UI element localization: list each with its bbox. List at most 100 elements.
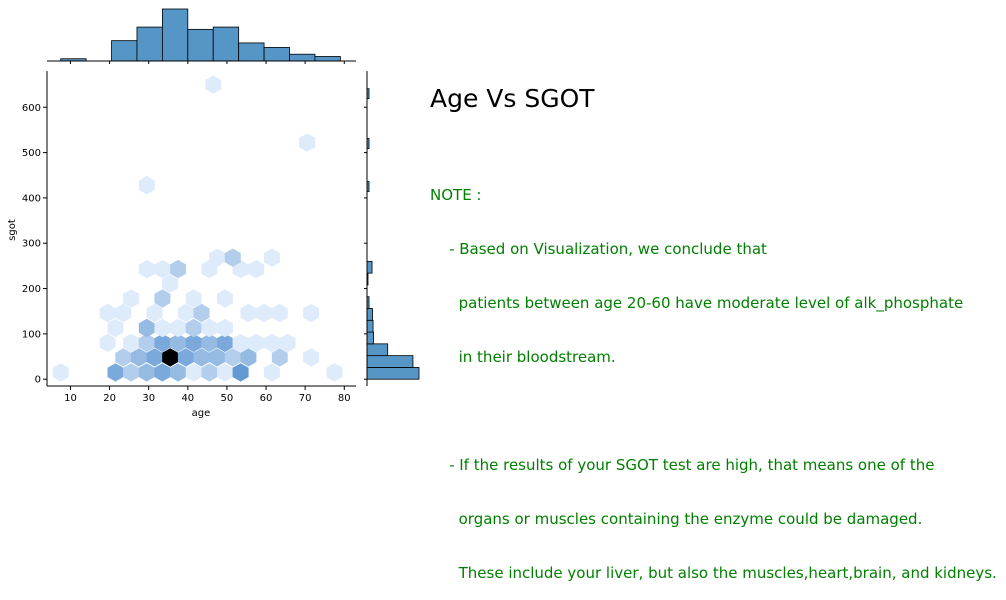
hexbin <box>177 303 194 323</box>
y-tick-label: 300 <box>22 239 41 250</box>
x-tick-label: 80 <box>338 393 351 404</box>
sgot-histogram-bar <box>366 308 373 321</box>
y-axis-label: sgot <box>7 219 18 241</box>
age-histogram-bar <box>161 8 189 62</box>
note-line: organs or muscles containing the enzyme … <box>430 510 923 528</box>
hexbin <box>201 363 218 382</box>
hexbin <box>299 133 316 152</box>
hexbin <box>123 363 140 382</box>
note-block: NOTE : - Based on Visualization, we conc… <box>430 150 997 600</box>
hexbin <box>193 348 210 367</box>
x-tick-label: 60 <box>260 393 273 404</box>
hexbin <box>209 248 226 267</box>
hexbin-layer <box>52 75 343 382</box>
note-heading: NOTE : <box>430 186 482 204</box>
age-histogram-bar <box>212 26 240 62</box>
hexbin <box>185 363 202 382</box>
sgot-histogram-bar <box>366 367 420 380</box>
age-marginal-histogram <box>47 8 356 64</box>
x-tick-label: 40 <box>181 393 194 404</box>
hexbin <box>185 289 202 308</box>
age-histogram-bar <box>263 47 290 62</box>
hexbin <box>146 348 163 367</box>
sgot-histogram-bar <box>366 331 374 345</box>
hexbin <box>263 363 280 382</box>
hexbin <box>162 348 179 367</box>
age-histogram-bar <box>136 26 163 62</box>
hexbin <box>154 363 171 382</box>
hexbin <box>138 333 155 353</box>
hexbin <box>185 318 202 338</box>
sgot-histogram-bar <box>366 319 374 333</box>
hexbin <box>154 259 171 279</box>
hexbin <box>99 303 116 323</box>
sgot-histogram-bar <box>366 355 414 368</box>
hexbin <box>217 318 233 338</box>
chart-title: Age Vs SGOT <box>430 84 595 113</box>
y-tick-label: 100 <box>22 329 41 340</box>
hexbin <box>138 176 155 195</box>
hexbin <box>170 318 186 338</box>
hexbin <box>99 333 116 353</box>
sgot-histogram-bar <box>366 343 389 357</box>
note-line: ​ <box>430 402 997 420</box>
hexbin <box>146 303 163 323</box>
hexbin <box>185 333 202 353</box>
y-tick-label: 600 <box>22 103 41 114</box>
sgot-marginal-histogram <box>364 71 420 386</box>
hexbin <box>52 363 69 382</box>
hexbin <box>224 248 241 267</box>
hexbin <box>217 289 233 308</box>
hexbin <box>154 333 171 353</box>
hexbin <box>107 363 124 382</box>
hexbin <box>201 318 218 338</box>
hexbin <box>326 363 343 382</box>
hexbin <box>240 348 257 367</box>
hexbin <box>131 348 147 367</box>
hexbin <box>303 303 319 323</box>
note-line: patients between age 20-60 have moderate… <box>430 294 964 312</box>
hexbin <box>154 289 171 308</box>
y-tick-label: 400 <box>22 193 41 204</box>
hexbin <box>205 75 222 94</box>
hexbin <box>170 363 186 382</box>
hexbin <box>115 303 132 323</box>
hexbin <box>256 303 272 323</box>
hexbin <box>217 363 233 382</box>
hexbin <box>177 348 194 367</box>
hexbin <box>232 363 249 382</box>
hexbin <box>138 363 155 382</box>
age-histogram-bar <box>111 40 138 62</box>
hexbin <box>170 259 186 279</box>
hexbin <box>162 274 179 293</box>
y-tick-label: 0 <box>35 375 41 386</box>
note-line: These include your liver, but also the m… <box>430 564 997 582</box>
hexbin <box>303 348 319 367</box>
y-tick-label: 200 <box>22 284 41 295</box>
hexbin <box>263 248 280 267</box>
hexbin <box>248 333 265 353</box>
hexbin <box>138 259 155 279</box>
age-histogram-bar <box>238 42 265 62</box>
hexbin <box>193 303 210 323</box>
hexbin <box>107 318 124 338</box>
age-histogram-bar <box>314 56 341 62</box>
age-histogram-bar <box>187 28 214 62</box>
sgot-histogram-bar <box>366 260 373 274</box>
y-tick-label: 500 <box>22 148 41 159</box>
hexbin <box>123 289 140 308</box>
hexbin <box>248 259 265 279</box>
note-line: - If the results of your SGOT test are h… <box>430 456 935 474</box>
hexbin <box>170 333 186 353</box>
x-axis-label: age <box>192 408 211 419</box>
x-tick-label: 50 <box>221 393 234 404</box>
hexbin <box>271 303 288 323</box>
hexbin <box>209 348 226 367</box>
age-histogram-bar <box>289 53 316 62</box>
hexbin <box>279 333 296 353</box>
hexbin <box>201 333 218 353</box>
hexbin <box>123 333 140 353</box>
hexbin <box>138 318 155 338</box>
x-tick-label: 20 <box>103 393 116 404</box>
